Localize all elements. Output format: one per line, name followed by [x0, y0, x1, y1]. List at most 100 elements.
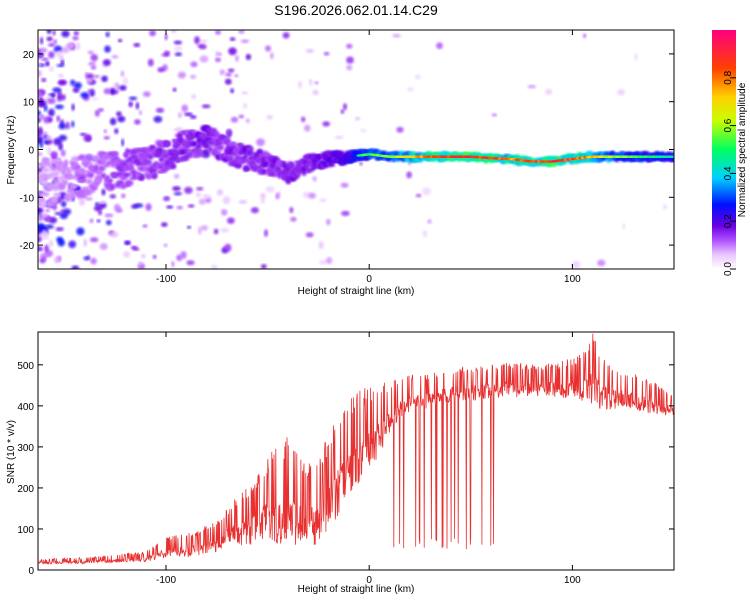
heatmap-noise-blob	[52, 87, 62, 93]
heatmap-noise-blob	[171, 30, 177, 33]
x-tick-label: 100	[564, 274, 581, 285]
heatmap-noise-blob	[120, 70, 125, 77]
heatmap-noise-blob	[238, 114, 244, 119]
heatmap-noise-blob	[49, 151, 58, 157]
heatmap-noise-blob	[90, 257, 97, 265]
y-tick-label: 20	[23, 50, 35, 61]
heatmap-noise-blob	[527, 84, 537, 89]
heatmap-ridge-blob	[328, 161, 334, 166]
heatmap-noise-blob	[101, 188, 106, 196]
heatmap-noise-blob	[60, 59, 65, 66]
heatmap-noise-blob	[139, 110, 142, 115]
heatmap-noise-blob	[109, 231, 119, 238]
heatmap-noise-blob	[116, 111, 122, 117]
heatmap-noise-blob	[47, 98, 56, 104]
heatmap-ridge-blob	[99, 159, 107, 165]
heatmap-noise-blob	[101, 75, 108, 83]
snr-frame	[37, 331, 675, 571]
y-tick-label: -20	[20, 241, 35, 252]
heatmap-noise-blob	[622, 223, 626, 230]
heatmap-noise-blob	[314, 81, 319, 85]
heatmap-noise-blob	[224, 78, 232, 85]
heatmap-noise-blob	[47, 146, 51, 155]
heatmap-noise-blob	[305, 48, 314, 54]
heatmap-ridge-blob	[74, 173, 84, 178]
heatmap-noise-blob	[211, 264, 218, 269]
heatmap-ridge-blob	[216, 144, 225, 151]
heatmap-noise-blob	[96, 219, 101, 223]
heatmap-noise-blob	[196, 186, 204, 191]
heatmap-noise-blob	[44, 217, 51, 222]
heatmap-noise-blob	[245, 118, 250, 124]
heatmap-noise-blob	[303, 191, 310, 199]
heatmap-noise-blob	[414, 74, 421, 80]
heatmap-noise-blob	[38, 51, 44, 59]
heatmap-noise-blob	[38, 110, 41, 116]
heatmap-noise-blob	[319, 198, 327, 203]
heatmap-ridge-blob	[56, 161, 66, 166]
heatmap-ridge-blob	[186, 152, 194, 156]
heatmap-noise-blob	[56, 64, 65, 67]
heatmap-ridge-blob	[70, 184, 78, 189]
heatmap-noise-blob	[181, 104, 189, 113]
heatmap-ridge-blob	[135, 161, 143, 167]
heatmap-noise-blob	[113, 82, 118, 88]
heatmap-noise-blob	[243, 103, 248, 109]
heatmap-noise-blob	[93, 205, 103, 212]
heatmap-noise-blob	[235, 54, 239, 62]
heatmap-ridge-blob	[62, 180, 68, 185]
y-tick-label: 400	[17, 402, 34, 413]
heatmap-ridge-blob	[191, 154, 200, 158]
heatmap-ridge-blob	[87, 160, 92, 165]
heatmap-noise-blob	[227, 217, 235, 224]
heatmap-noise-blob	[326, 257, 333, 264]
heatmap-noise-blob	[60, 149, 66, 157]
heatmap-noise-blob	[90, 54, 98, 62]
heatmap-noise-blob	[56, 236, 63, 243]
heatmap-ridge-blob	[149, 145, 157, 150]
heatmap-noise-blob	[245, 53, 252, 61]
heatmap-noise-blob	[305, 232, 314, 238]
heatmap-ridge-blob	[198, 148, 203, 155]
x-tick-label: 0	[366, 575, 372, 586]
heatmap-ridge-blob	[223, 138, 231, 145]
heatmap-noise-blob	[176, 205, 183, 210]
heatmap-ridge-blob	[123, 152, 129, 159]
heatmap-ridge-blob	[84, 162, 89, 168]
heatmap-noise-blob	[436, 42, 443, 50]
heatmap-ridge-blob	[129, 165, 135, 171]
heatmap-noise-blob	[161, 222, 168, 227]
heatmap-noise-blob	[48, 51, 55, 59]
heatmap-ridge-blob	[66, 173, 73, 180]
heatmap-noise-blob	[147, 58, 154, 67]
heatmap-ridge-blob	[139, 174, 145, 181]
heatmap-noise-blob	[200, 39, 208, 43]
heatmap-noise-blob	[38, 96, 44, 103]
heatmap-noise-blob	[110, 87, 115, 96]
heatmap-noise-blob	[214, 57, 222, 63]
heatmap-noise-blob	[227, 68, 235, 73]
heatmap-noise-blob	[340, 182, 349, 188]
snr-x-axis-label: Height of straight line (km)	[298, 584, 415, 595]
heatmap-noise-blob	[265, 45, 271, 52]
heatmap-ridge-blob	[187, 154, 193, 159]
heatmap-noise-blob	[85, 197, 93, 201]
snr-panel: -100 0 100 0 100 200 300 400 500 Height of stra…	[6, 331, 675, 595]
heatmap-noise-blob	[64, 121, 71, 130]
heatmap-noise-blob	[38, 91, 44, 98]
figure-title: S196.2026.062.01.14.C29	[274, 2, 438, 18]
heatmap-noise-blob	[264, 229, 268, 237]
heatmap-noise-blob	[38, 69, 42, 77]
heatmap-noise-blob	[89, 61, 96, 65]
heatmap-noise-blob	[55, 227, 64, 232]
heatmap-noise-blob	[40, 37, 44, 45]
heatmap-noise-blob	[41, 57, 49, 62]
heatmap-noise-blob	[65, 43, 73, 49]
heatmap-noise-blob	[260, 193, 266, 199]
heatmap-noise-blob	[308, 78, 313, 86]
heatmap-noise-blob	[180, 251, 187, 259]
heatmap-noise-blob	[312, 89, 319, 96]
heatmap-ridge-blob	[124, 179, 134, 187]
heatmap-noise-blob	[38, 138, 42, 144]
